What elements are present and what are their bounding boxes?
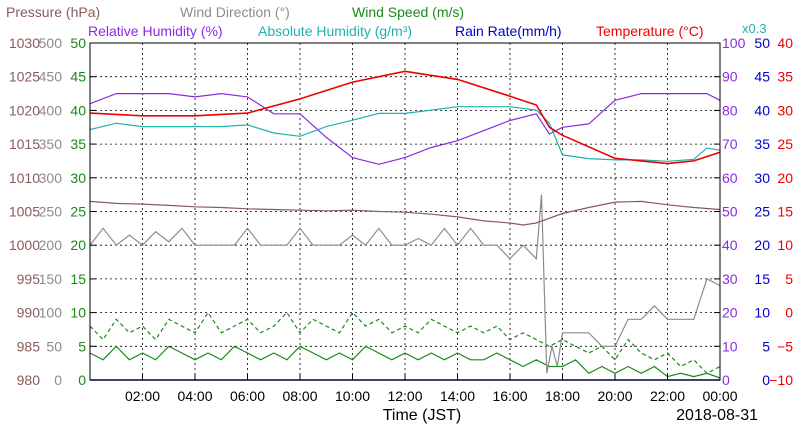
legend: Pressure (hPa) Wind Direction (°) Wind Spe… xyxy=(6,4,704,39)
grid xyxy=(90,43,720,380)
ytick-temp: 5 xyxy=(785,271,793,287)
ytick-rel_hum: 80 xyxy=(722,102,738,118)
x-axis: 02:00 04:00 06:00 08:00 10:00 12:00 14:00 16:00… xyxy=(125,374,738,404)
ytick-pressure: 985 xyxy=(17,338,41,354)
ytick-rain: 30 xyxy=(754,170,770,186)
ytick-temp: 30 xyxy=(777,102,793,118)
xtick-label: 08:00 xyxy=(282,388,317,404)
legend-rel_hum: Relative Humidity (%) xyxy=(88,23,223,39)
ytick-rel_hum: 10 xyxy=(722,338,738,354)
xtick-label: 20:00 xyxy=(597,388,632,404)
xtick-label: 14:00 xyxy=(440,388,475,404)
ytick-pressure: 980 xyxy=(17,372,41,388)
ytick-temp: 0 xyxy=(785,305,793,321)
ytick-rain: 5 xyxy=(762,338,770,354)
ytick-pressure: 1025 xyxy=(9,69,40,85)
ytick-wind_speed: 0 xyxy=(78,372,86,388)
abs-humidity-scale-note: x0.3 xyxy=(742,21,767,36)
ytick-temp: 35 xyxy=(777,69,793,85)
ytick-wind_dir: 400 xyxy=(39,102,63,118)
xtick-label: 18:00 xyxy=(545,388,580,404)
legend-pressure: Pressure (hPa) xyxy=(6,4,100,20)
ytick-temp: −5 xyxy=(777,338,793,354)
series-temperature xyxy=(89,70,721,165)
xtick-label: 02:00 xyxy=(125,388,160,404)
ytick-rel_hum: 40 xyxy=(722,237,738,253)
ytick-pressure: 1005 xyxy=(9,204,40,220)
ytick-temp: 40 xyxy=(777,35,793,51)
ytick-pressure: 1030 xyxy=(9,35,40,51)
series-wind-direction xyxy=(89,194,721,374)
ytick-temp: −10 xyxy=(769,372,793,388)
ytick-rel_hum: 90 xyxy=(722,69,738,85)
ytick-wind_dir: 350 xyxy=(39,136,63,152)
ytick-rel_hum: 20 xyxy=(722,305,738,321)
ytick-wind_dir: 0 xyxy=(54,372,62,388)
ytick-pressure: 990 xyxy=(17,305,41,321)
ytick-rain: 25 xyxy=(754,204,770,220)
ytick-wind_speed: 10 xyxy=(70,305,86,321)
ytick-rel_hum: 0 xyxy=(722,372,730,388)
ytick-temp: 25 xyxy=(777,136,793,152)
ytick-rain: 20 xyxy=(754,237,770,253)
x-axis-label: Time (JST) xyxy=(383,407,462,424)
ytick-rel_hum: 60 xyxy=(722,170,738,186)
ytick-wind_dir: 150 xyxy=(39,271,63,287)
ytick-pressure: 1015 xyxy=(9,136,40,152)
ytick-rain: 0 xyxy=(762,372,770,388)
ytick-wind_speed: 15 xyxy=(70,271,86,287)
ytick-wind_dir: 100 xyxy=(39,305,63,321)
series-relative-humidity xyxy=(89,92,721,165)
ytick-pressure: 1000 xyxy=(9,237,40,253)
ytick-pressure: 1020 xyxy=(9,102,40,118)
series-wind-speed xyxy=(89,345,721,379)
ytick-rel_hum: 100 xyxy=(722,35,746,51)
ytick-temp: 15 xyxy=(777,204,793,220)
ytick-wind_speed: 5 xyxy=(78,338,86,354)
ytick-rain: 10 xyxy=(754,305,770,321)
ytick-pressure: 1010 xyxy=(9,170,40,186)
ytick-wind_dir: 300 xyxy=(39,170,63,186)
ytick-temp: 10 xyxy=(777,237,793,253)
series-pressure xyxy=(89,200,721,226)
date-label: 2018-08-31 xyxy=(676,407,758,424)
ytick-rain: 50 xyxy=(754,35,770,51)
ytick-rain: 45 xyxy=(754,69,770,85)
ytick-rain: 35 xyxy=(754,136,770,152)
legend-wind_dir: Wind Direction (°) xyxy=(180,4,290,20)
ytick-wind_speed: 25 xyxy=(70,204,86,220)
ytick-wind_speed: 35 xyxy=(70,136,86,152)
xtick-label: 12:00 xyxy=(387,388,422,404)
ytick-wind_dir: 200 xyxy=(39,237,63,253)
ytick-wind_speed: 50 xyxy=(70,35,86,51)
ytick-wind_speed: 45 xyxy=(70,69,86,85)
legend-wind_speed: Wind Speed (m/s) xyxy=(352,4,464,20)
xtick-label: 06:00 xyxy=(230,388,265,404)
ytick-rel_hum: 30 xyxy=(722,271,738,287)
series-wind-speed-gust xyxy=(89,311,721,375)
ytick-rain: 40 xyxy=(754,102,770,118)
ytick-wind_dir: 50 xyxy=(46,338,62,354)
legend-abs_hum: Absolute Humidity (g/m³) xyxy=(258,23,412,39)
legend-rain: Rain Rate(mm/h) xyxy=(455,23,562,39)
legend-temp: Temperature (°C) xyxy=(596,23,704,39)
xtick-label: 16:00 xyxy=(492,388,527,404)
xtick-label: 00:00 xyxy=(702,388,737,404)
ytick-rain: 15 xyxy=(754,271,770,287)
ytick-wind_dir: 500 xyxy=(39,35,63,51)
ytick-wind_dir: 450 xyxy=(39,69,63,85)
ytick-rel_hum: 70 xyxy=(722,136,738,152)
ytick-wind_speed: 30 xyxy=(70,170,86,186)
xtick-label: 04:00 xyxy=(177,388,212,404)
ytick-pressure: 995 xyxy=(17,271,41,287)
ytick-wind_dir: 250 xyxy=(39,204,63,220)
xtick-label: 22:00 xyxy=(650,388,685,404)
ytick-rel_hum: 50 xyxy=(722,204,738,220)
ytick-wind_speed: 40 xyxy=(70,102,86,118)
y-axes: 1030102510201015101010051000995990985980… xyxy=(9,35,793,388)
ytick-wind_speed: 20 xyxy=(70,237,86,253)
xtick-label: 10:00 xyxy=(335,388,370,404)
ytick-temp: 20 xyxy=(777,170,793,186)
